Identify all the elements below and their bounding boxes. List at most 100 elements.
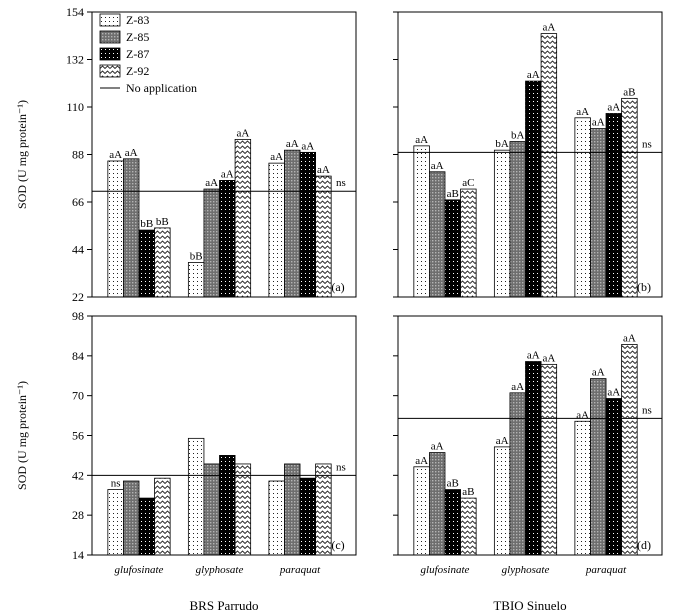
bar-paraquat-z-83 (268, 480, 285, 556)
bar-glufosinate-z-87 (444, 489, 461, 556)
data-label: aA (236, 127, 249, 139)
bar-paraquat-z-83 (574, 117, 591, 298)
y-axis-label: SOD (U mg protein⁻¹) (15, 381, 29, 490)
bar-paraquat-z-87 (299, 477, 317, 556)
bar-glufosinate-z-83 (413, 145, 430, 298)
y-tick-label: 42 (72, 468, 84, 482)
bar-glufosinate-z-83 (413, 466, 430, 556)
bar-glyphosate-z-87 (525, 80, 542, 298)
data-label: aA (592, 367, 605, 379)
bar-paraquat-z-87 (299, 151, 317, 298)
data-label: aA (221, 168, 234, 180)
data-label: aA (592, 117, 605, 129)
bar-glufosinate-z-87 (138, 229, 155, 298)
data-label: aA (496, 435, 509, 447)
data-label: aA (286, 138, 299, 150)
column-label: TBIO Sinuelo (493, 598, 566, 613)
y-tick-label: 98 (72, 309, 84, 323)
panel-tag: (a) (331, 280, 344, 294)
data-label: ns (111, 478, 121, 490)
panel-tag: (c) (331, 538, 344, 552)
bar-glufosinate-z-92 (460, 188, 477, 298)
data-label: aA (576, 106, 589, 118)
x-category-label: glyphosate (502, 564, 550, 576)
bar-glufosinate-z-83 (107, 160, 124, 298)
bar-glyphosate-z-83 (187, 437, 205, 556)
bar-paraquat-z-85 (284, 149, 301, 298)
bar-glufosinate-z-87 (444, 199, 461, 298)
bar-glyphosate-z-87 (219, 455, 236, 556)
bar-glyphosate-z-83 (187, 262, 205, 298)
legend-swatch-z-87 (99, 47, 121, 61)
data-label: aA (301, 140, 314, 152)
y-tick-label: 28 (72, 508, 84, 522)
bar-glyphosate-z-85 (203, 463, 220, 556)
legend: Z-83 Z-85 Z-87 Z-92 No application (99, 13, 197, 95)
bar-glyphosate-z-85 (509, 392, 526, 556)
bar-glufosinate-z-83 (107, 489, 124, 556)
legend-label-z-92: Z-92 (126, 64, 149, 78)
data-label: aA (125, 147, 138, 159)
data-label: aA (415, 455, 428, 467)
legend-label-z-83: Z-83 (126, 13, 149, 27)
y-tick-label: 66 (72, 195, 84, 209)
bar-glyphosate-z-83 (493, 446, 511, 556)
y-tick-label: 56 (72, 429, 84, 443)
data-label: aA (511, 381, 524, 393)
data-label: aA (607, 101, 620, 113)
data-label: aA (576, 409, 589, 421)
bar-paraquat-z-83 (268, 162, 285, 298)
bar-paraquat-z-85 (284, 463, 301, 556)
data-label: aA (415, 134, 428, 146)
y-tick-label: 22 (72, 290, 84, 304)
bar-glyphosate-z-83 (493, 149, 511, 298)
bar-glyphosate-z-87 (219, 180, 236, 298)
x-category-label: glyphosate (196, 564, 244, 576)
bar-paraquat-z-92 (315, 463, 332, 556)
data-label: aB (447, 188, 459, 200)
bar-glyphosate-z-92 (540, 363, 558, 556)
data-label: aA (542, 22, 555, 34)
y-tick-label: 70 (72, 389, 84, 403)
data-label: aA (623, 332, 636, 344)
data-label: bB (190, 250, 203, 262)
data-label: bB (156, 216, 169, 228)
panel-tag: (d) (637, 538, 651, 552)
y-tick-label: 14 (72, 548, 84, 562)
bar-glufosinate-z-92 (154, 227, 171, 298)
bar-glyphosate-z-87 (525, 361, 542, 556)
bar-glyphosate-z-92 (234, 138, 252, 298)
data-label: bA (495, 138, 509, 150)
x-category-label: paraquat (279, 564, 321, 576)
bar-paraquat-z-85 (590, 378, 607, 556)
legend-swatch-z-83 (99, 13, 121, 27)
reference-note: ns (642, 404, 652, 416)
x-category-label: glufosinate (115, 564, 164, 576)
bar-paraquat-z-92 (315, 175, 332, 298)
bar-paraquat-z-92 (621, 344, 638, 556)
y-tick-label: 154 (66, 5, 84, 19)
bar-glufosinate-z-92 (460, 497, 477, 556)
bar-glufosinate-z-85 (429, 452, 446, 556)
legend-swatch-z-85 (99, 30, 121, 44)
data-label: bB (140, 218, 153, 230)
data-label: aA (607, 387, 620, 399)
bar-glufosinate-z-85 (123, 158, 140, 298)
legend-label-z-85: Z-85 (126, 30, 149, 44)
x-category-label: glufosinate (421, 564, 470, 576)
bar-glufosinate-z-92 (154, 477, 171, 556)
data-label: aB (623, 86, 635, 98)
data-label: aA (527, 69, 540, 81)
data-label: aB (447, 478, 459, 490)
y-tick-label: 44 (72, 243, 84, 257)
legend-swatch-z-92 (99, 64, 121, 78)
data-label: aA (527, 350, 540, 362)
data-label: aB (462, 486, 474, 498)
data-label: aA (431, 441, 444, 453)
reference-note: ns (336, 177, 346, 189)
x-category-label: paraquat (585, 564, 627, 576)
data-label: aA (317, 164, 330, 176)
bar-glufosinate-z-87 (138, 497, 155, 556)
